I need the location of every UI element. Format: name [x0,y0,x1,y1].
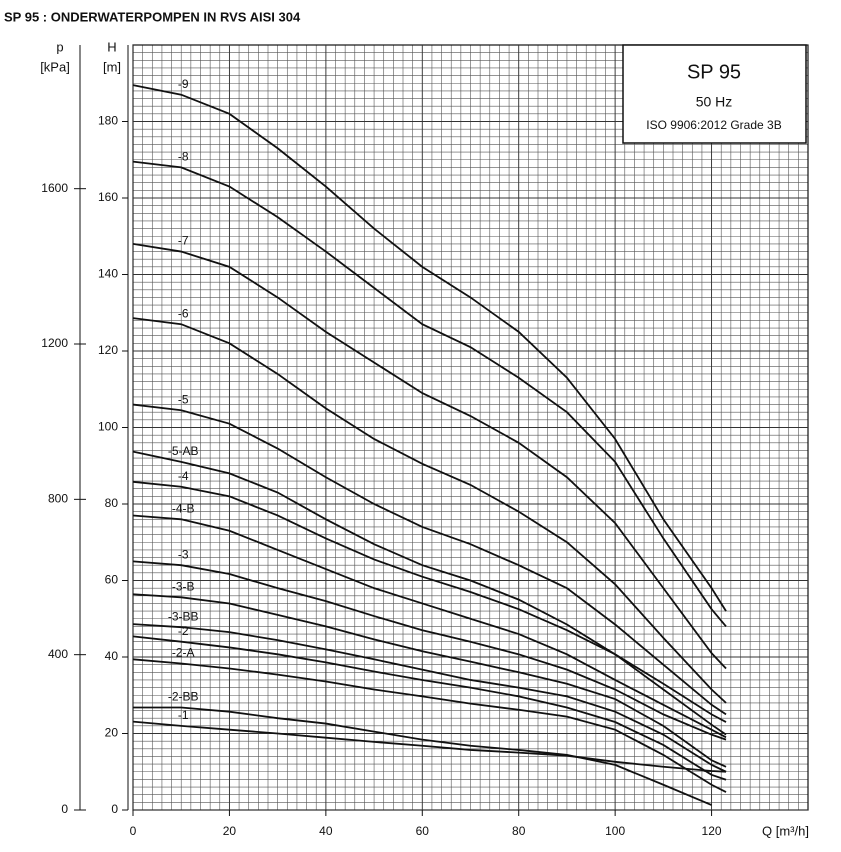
y2-tick-label: 400 [48,647,68,661]
marks: -9 -8 -7 -6 -5 -5-AB -4 -4-B -3 -3-B -3-BB-2 -2-A -2… [132,77,727,806]
pump-curve [133,706,712,806]
y-tick-label: 40 [105,649,119,663]
info-box [622,44,807,144]
y2-tick-label: 1600 [41,181,68,195]
y-label: H [107,39,116,54]
series-label: -5-AB [168,444,199,458]
pump-curve [132,403,727,716]
y-unit: [m] [103,59,121,74]
y2-tick-label: 0 [61,802,68,816]
series-label: -5 [178,392,189,406]
pump-curve [132,635,727,781]
x-tick-label: 0 [130,824,137,838]
pump-curve [132,720,727,773]
y-tick-label: 20 [105,726,119,740]
y-tick-label: 60 [105,573,119,587]
x-label: Q [m³/h] [762,823,809,838]
series-label: -4-B [172,501,195,515]
pump-curve [132,623,727,773]
pump-curve [132,658,727,793]
y-tick-label: 80 [105,496,119,510]
series-label: -8 [178,150,189,164]
y2-label: p [56,39,63,54]
series-label: -2-A [172,646,195,660]
y-tick-label: 160 [98,190,118,204]
y-tick-label: 180 [98,114,118,128]
x-tick-label: 80 [512,824,526,838]
pump-curve [132,593,727,768]
series-label: -1 [178,708,189,722]
info-text: SP 95 [687,61,741,83]
y-tick-label: 120 [98,343,118,357]
y-tick-label: 100 [98,420,118,434]
series-label: -7 [178,234,189,248]
pump-curve [132,514,727,739]
pump-curve [132,450,727,736]
x-tick-label: 60 [416,824,430,838]
series-label: -2-BB [168,690,199,704]
x-tick-label: 120 [702,824,722,838]
y-tick-label: 0 [111,802,118,816]
pump-curve [132,160,727,627]
info-text: 50 Hz [696,94,733,110]
series-label: -9 [178,77,189,91]
series-label: -3 [178,547,189,561]
series-label: -4 [178,469,189,483]
y2-tick-label: 800 [48,492,68,506]
x-tick-label: 40 [319,824,333,838]
y-tick-label: 140 [98,267,118,281]
x-tick-label: 20 [223,824,237,838]
x-tick-label: 100 [605,824,625,838]
grid [132,44,809,811]
series-label: -3-B [172,580,195,594]
pump-curve [132,243,727,670]
y2-tick-label: 1200 [41,336,68,350]
series-label: -6 [178,306,189,320]
series-label: -2 [178,624,189,638]
pump-curve [132,317,727,704]
series-label: -3-BB [168,609,199,623]
pump-curve [132,560,727,741]
pump-curve [132,84,727,612]
pump-curve [132,480,727,723]
chart-title: SP 95 : ONDERWATERPOMPEN IN RVS AISI 304 [4,9,301,24]
y2-unit: [kPa] [40,59,70,74]
info-text: ISO 9906:2012 Grade 3B [646,118,781,132]
